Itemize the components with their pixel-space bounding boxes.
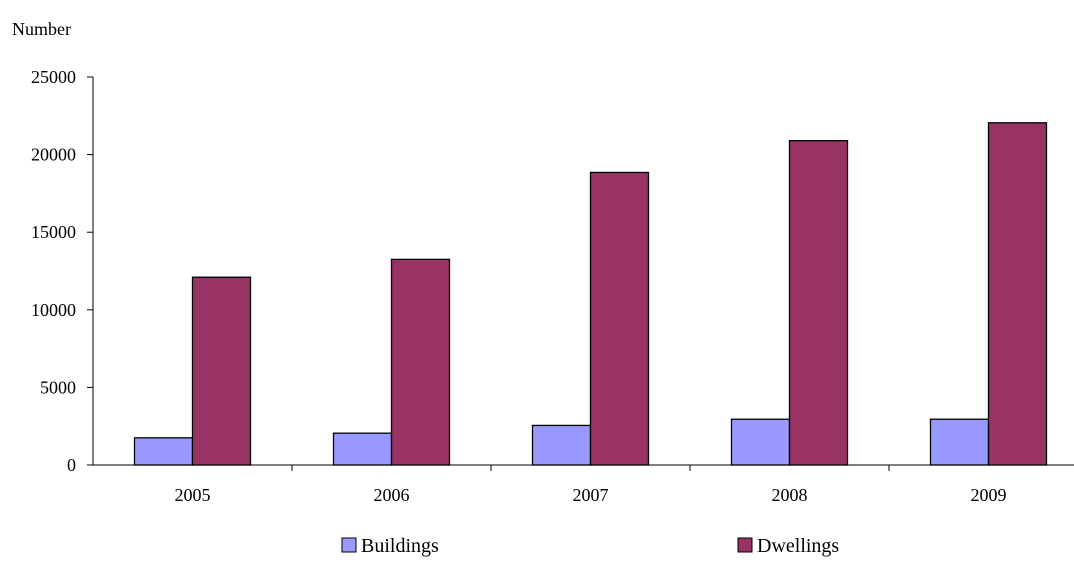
bar-dwellings [987, 122, 1048, 466]
x-tick-label: 2009 [971, 485, 1007, 505]
x-tick-label: 2005 [175, 485, 211, 505]
x-tick-label: 2008 [772, 485, 808, 505]
x-tick-label: 2006 [374, 485, 410, 505]
y-tick-label: 10000 [31, 300, 76, 320]
y-axis: 0 5000 10000 15000 20000 25000 [31, 67, 94, 475]
y-axis-label: Number [12, 19, 71, 39]
legend-swatch-dwellings [737, 537, 753, 553]
y-tick-label: 0 [67, 455, 76, 475]
legend-label-dwellings: Dwellings [757, 535, 839, 557]
y-tick-label: 5000 [40, 377, 76, 397]
y-tick-label: 20000 [31, 145, 76, 165]
bar-dwellings [589, 171, 650, 466]
bar-buildings [929, 418, 990, 466]
bar-buildings [332, 432, 393, 466]
bar-buildings [730, 418, 791, 466]
bar-dwellings [788, 139, 849, 466]
y-tick-label: 25000 [31, 67, 76, 87]
bar-buildings [133, 437, 194, 466]
legend-label-buildings: Buildings [361, 535, 439, 557]
y-tick-label: 15000 [31, 222, 76, 242]
bars [133, 122, 1048, 466]
x-axis: 2005 2006 2007 2008 2009 [93, 464, 1074, 505]
x-tick-label: 2007 [573, 485, 609, 505]
legend-swatch-buildings [341, 537, 357, 553]
bar-dwellings [390, 258, 451, 466]
legend: Buildings Dwellings [341, 535, 839, 557]
bar-buildings [531, 424, 592, 466]
bar-dwellings [191, 276, 252, 466]
